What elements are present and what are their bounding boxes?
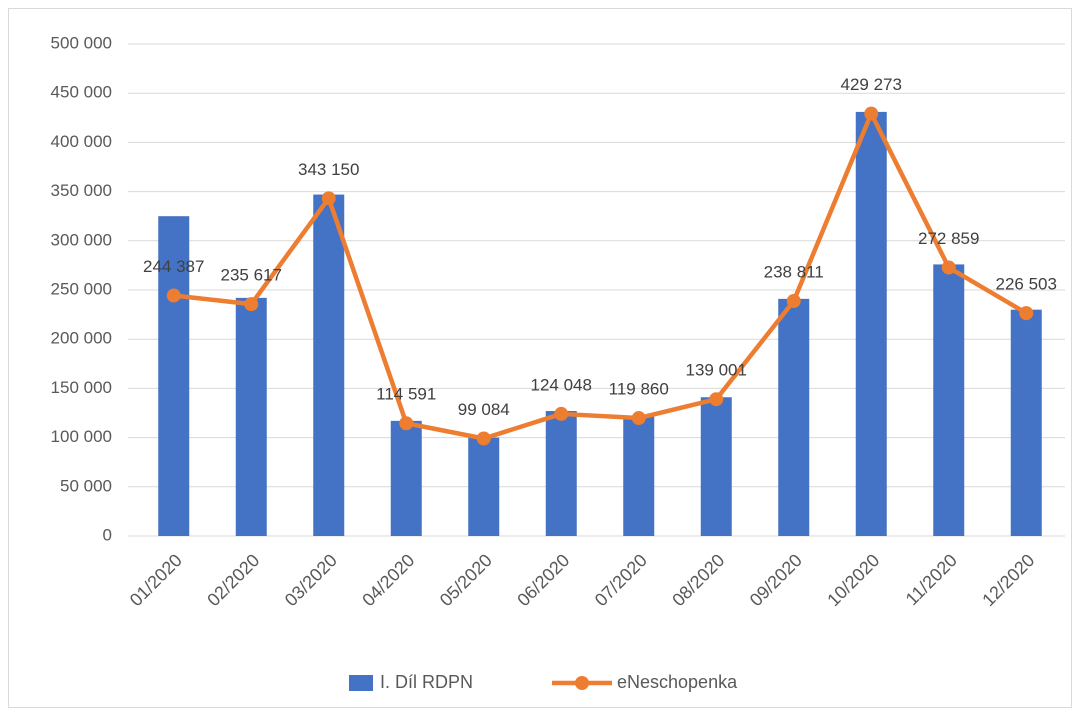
bar <box>700 397 732 536</box>
line-marker <box>476 431 491 446</box>
y-tick-label: 400 000 <box>51 132 112 151</box>
legend-label: I. Díl RDPN <box>380 672 473 692</box>
data-label: 226 503 <box>996 275 1057 294</box>
line-marker <box>1019 306 1034 321</box>
y-tick-label: 350 000 <box>51 181 112 200</box>
line-marker <box>399 416 414 431</box>
bar <box>933 264 965 536</box>
line-marker <box>166 288 181 303</box>
data-label: 429 273 <box>841 75 902 94</box>
bar <box>545 411 577 536</box>
data-label: 235 617 <box>221 266 282 285</box>
bar <box>390 420 422 536</box>
data-label: 119 860 <box>609 380 669 399</box>
y-tick-label: 500 000 <box>51 33 112 52</box>
legend-label: eNeschopenka <box>617 672 738 692</box>
line-marker <box>554 406 569 421</box>
data-label: 238 811 <box>764 262 824 281</box>
y-tick-label: 450 000 <box>51 83 112 102</box>
line-marker <box>864 106 879 121</box>
y-tick-label: 200 000 <box>51 329 112 348</box>
line-marker <box>321 191 336 206</box>
legend-swatch <box>349 675 373 691</box>
bar <box>623 415 655 536</box>
y-tick-label: 150 000 <box>51 378 112 397</box>
data-label: 139 001 <box>686 361 747 380</box>
bar <box>313 194 345 536</box>
data-label: 244 387 <box>143 257 204 276</box>
line-marker <box>709 392 724 407</box>
y-tick-label: 0 <box>103 525 112 544</box>
line <box>173 111 1028 441</box>
line-marker <box>941 260 956 275</box>
bar <box>158 216 190 536</box>
legend-marker <box>575 676 589 690</box>
y-tick-label: 300 000 <box>51 230 112 249</box>
bar <box>855 111 887 537</box>
data-label: 272 859 <box>918 229 979 248</box>
data-label: 343 150 <box>298 160 359 179</box>
bar <box>1010 309 1042 536</box>
y-tick-label: 50 000 <box>60 476 112 495</box>
line-marker <box>631 411 646 426</box>
bar <box>778 298 810 536</box>
line-marker <box>244 297 259 312</box>
line-marker <box>786 294 801 309</box>
data-label: 99 084 <box>458 400 510 419</box>
data-label: 124 048 <box>531 375 592 394</box>
data-label: 114 591 <box>376 385 436 404</box>
bar <box>468 437 500 536</box>
bar <box>235 297 267 536</box>
y-tick-label: 250 000 <box>51 279 112 298</box>
y-tick-label: 100 000 <box>51 427 112 446</box>
